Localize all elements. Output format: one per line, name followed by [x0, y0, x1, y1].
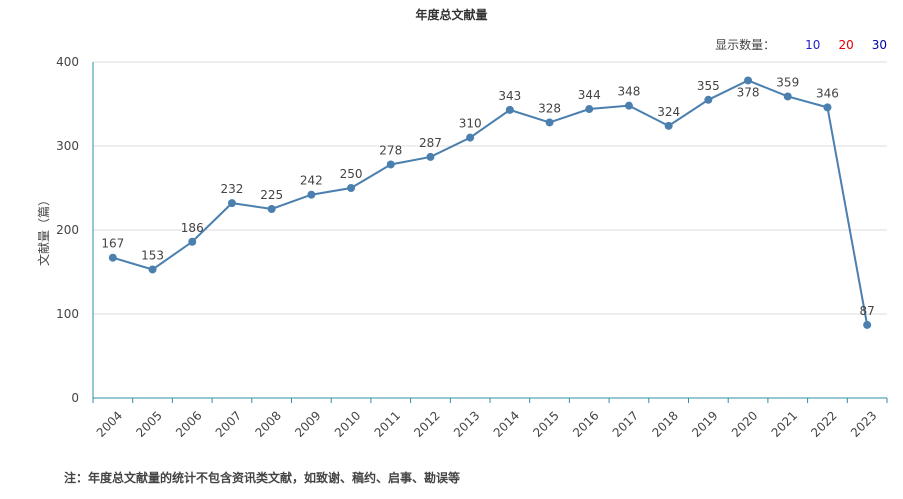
- data-point: [148, 265, 157, 274]
- data-point: [624, 101, 633, 110]
- x-tick-label: 2004: [94, 408, 125, 439]
- data-label: 328: [538, 101, 561, 115]
- y-tick-label: 200: [56, 223, 79, 237]
- data-point: [744, 76, 753, 85]
- data-point: [426, 152, 435, 161]
- data-point: [188, 237, 197, 246]
- data-label: 250: [340, 167, 363, 181]
- data-point: [227, 199, 236, 208]
- data-point: [267, 205, 276, 213]
- display-count-option-30[interactable]: 30: [871, 37, 887, 52]
- data-label: 167: [101, 237, 124, 251]
- data-point: [347, 184, 356, 192]
- display-count-label: 显示数量：: [715, 38, 776, 52]
- x-tick-label: 2021: [769, 408, 800, 439]
- x-tick-label: 2012: [411, 408, 442, 439]
- data-label: 153: [141, 248, 164, 262]
- data-point: [704, 95, 713, 104]
- display-count-selector: 显示数量： 10 20 30: [715, 36, 887, 53]
- y-tick-label: 400: [56, 55, 79, 69]
- data-label: 348: [617, 85, 640, 99]
- data-label: 287: [419, 136, 442, 150]
- y-axis-label: 文献量（篇）: [36, 194, 51, 266]
- x-tick-label: 2011: [372, 408, 403, 439]
- series-line: [112, 79, 869, 326]
- data-point: [386, 160, 395, 169]
- data-label: 310: [459, 117, 482, 131]
- chart-title: 年度总文献量: [415, 8, 488, 22]
- y-tick-label: 100: [56, 307, 79, 321]
- x-tick-label: 2020: [729, 408, 760, 439]
- data-point: [108, 253, 117, 262]
- x-tick-label: 2005: [133, 408, 164, 439]
- data-label: 378: [737, 85, 760, 99]
- data-label: 355: [697, 79, 720, 93]
- data-label: 232: [220, 182, 243, 196]
- data-label: 225: [260, 188, 283, 202]
- data-point: [505, 105, 514, 114]
- x-tick-label: 2022: [808, 408, 839, 439]
- x-tick-label: 2013: [451, 408, 482, 439]
- x-tick-label: 2018: [649, 408, 680, 439]
- x-tick-label: 2017: [610, 408, 641, 439]
- data-label: 242: [300, 174, 323, 188]
- y-tick-label: 300: [56, 139, 79, 153]
- data-label: 344: [578, 88, 601, 102]
- x-tick-label: 2014: [491, 408, 522, 439]
- x-tick-label: 2006: [173, 408, 204, 439]
- data-label: 346: [816, 86, 839, 100]
- x-tick-label: 2023: [848, 408, 879, 439]
- data-label: 343: [498, 89, 521, 103]
- x-tick-label: 2016: [570, 408, 601, 439]
- x-tick-label: 2019: [689, 408, 720, 439]
- x-tick-label: 2015: [530, 408, 561, 439]
- data-label: 324: [657, 105, 680, 119]
- data-point: [307, 190, 316, 199]
- x-tick-label: 2010: [332, 408, 363, 439]
- x-tick-label: 2009: [292, 408, 323, 439]
- y-tick-label: 0: [71, 391, 79, 405]
- data-label: 278: [379, 143, 402, 157]
- data-label: 359: [776, 75, 799, 89]
- data-point: [863, 320, 872, 329]
- data-label: 87: [860, 304, 875, 318]
- display-count-option-20[interactable]: 20: [838, 37, 854, 52]
- data-point: [823, 103, 832, 112]
- data-point: [545, 118, 554, 127]
- data-point: [466, 133, 475, 142]
- display-count-option-10[interactable]: 10: [805, 37, 821, 52]
- data-point: [585, 105, 594, 114]
- x-tick-label: 2007: [213, 408, 244, 439]
- data-point: [783, 92, 792, 101]
- x-tick-label: 2008: [252, 408, 283, 439]
- data-label: 186: [181, 221, 204, 235]
- footnote: 注：年度总文献量的统计不包含资讯类文献，如致谢、稿约、启事、勘误等: [64, 471, 461, 485]
- data-point: [664, 121, 673, 130]
